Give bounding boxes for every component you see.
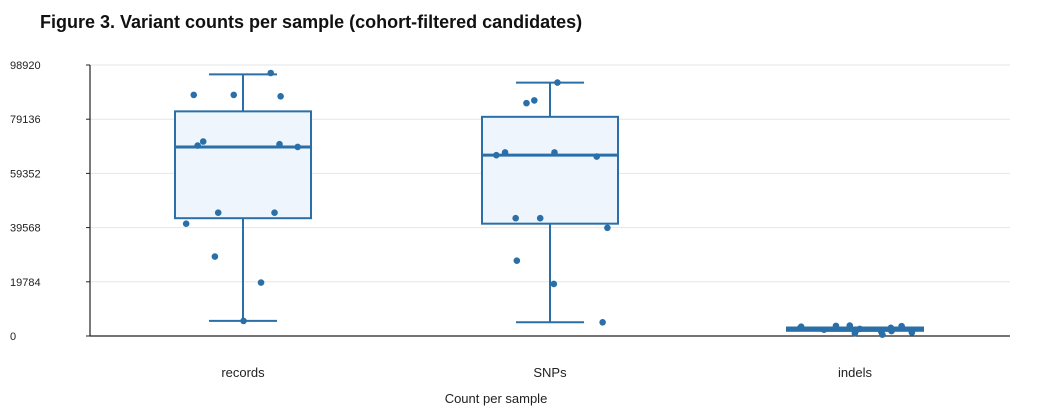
data-point — [493, 151, 500, 159]
data-point — [271, 209, 278, 217]
x-tick-label: SNPs — [533, 365, 567, 380]
y-tick-label: 39568 — [10, 223, 41, 235]
data-point — [501, 149, 509, 156]
data-point — [190, 91, 198, 99]
data-point — [832, 322, 840, 330]
data-point — [194, 142, 201, 149]
x-tick-label: records — [221, 365, 265, 380]
y-tick-label: 0 — [10, 331, 16, 343]
data-point — [851, 329, 859, 337]
data-point — [267, 69, 275, 77]
data-point — [846, 322, 854, 329]
data-point — [879, 331, 886, 338]
data-point — [554, 79, 561, 86]
data-point — [531, 97, 538, 104]
y-tick-label: 98920 — [10, 60, 41, 72]
data-point — [820, 326, 828, 333]
data-point — [599, 319, 606, 326]
data-point — [294, 143, 302, 151]
data-point — [604, 224, 611, 232]
data-point — [240, 317, 247, 325]
chart-title: Figure 3. Variant counts per sample (coh… — [40, 12, 583, 32]
box-SNPs — [481, 115, 619, 225]
data-point — [888, 327, 895, 335]
data-point — [796, 325, 804, 332]
box-records — [174, 110, 312, 220]
data-point — [513, 257, 521, 264]
data-point — [277, 92, 284, 100]
data-point — [182, 220, 190, 227]
data-point — [551, 149, 558, 156]
data-point — [593, 153, 601, 160]
data-point — [257, 279, 265, 286]
data-point — [211, 253, 219, 260]
data-point — [230, 91, 238, 99]
data-point — [536, 214, 544, 222]
data-point — [214, 209, 222, 217]
data-point — [908, 329, 916, 336]
y-tick-label: 79136 — [10, 114, 41, 126]
data-point — [898, 322, 905, 330]
y-tick-label: 59352 — [10, 168, 41, 180]
data-point — [276, 140, 283, 148]
data-point — [523, 99, 530, 107]
data-point — [512, 214, 519, 222]
data-point — [550, 280, 558, 288]
x-axis-label: Count per sample — [445, 391, 548, 406]
data-point — [199, 138, 207, 145]
y-tick-label: 19784 — [10, 277, 41, 289]
x-tick-label: indels — [838, 365, 872, 380]
